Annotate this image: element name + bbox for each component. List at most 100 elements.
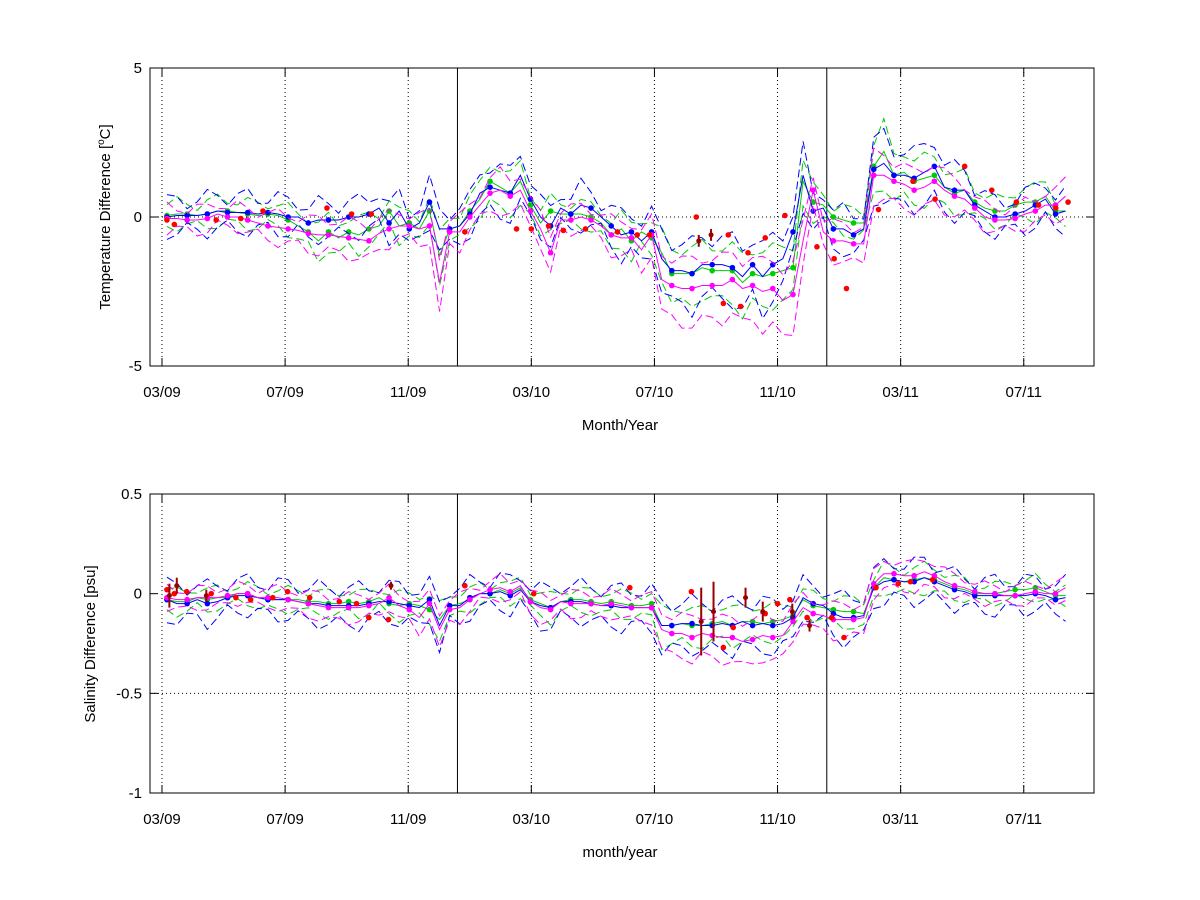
salinity-ylabel: Salinity Difference [psu] [82,565,99,722]
series-2-point-32 [487,586,493,593]
series-2-point-40 [568,217,574,223]
series-2-point-38 [547,249,554,256]
temperature-ylabel-prefix: Temperature Difference [ [97,144,114,310]
series-4-errorbar-point-3 [388,583,394,589]
ytick-label-2: 0 [134,586,142,603]
series-1-point-88 [1052,596,1059,603]
series-2-point-66 [830,238,837,244]
series-3-marker-4 [233,594,239,601]
xtick-label-5: 11/10 [759,811,795,828]
series-4-errorbar-point-0 [696,238,702,244]
series-3-marker-12 [560,227,567,234]
series-2-point-16 [325,604,332,611]
series-0-point-64 [810,199,816,205]
series-3-marker-10 [353,600,360,607]
series-0-point-76 [931,172,938,179]
series-2-point-24 [406,606,413,613]
series-0-point-32 [487,178,493,185]
series-2-point-28 [446,606,453,613]
series-2-point-80 [971,588,978,595]
series-2-point-46 [628,235,635,241]
series-2-point-36 [527,208,534,214]
series-4-errorbar-point-8 [789,609,795,615]
series-3-marker-33 [1035,202,1042,208]
series-1-point-40 [568,211,574,217]
series-3-marker-16 [688,588,695,595]
series-2-point-68 [850,616,857,623]
xtick-label-1: 07/09 [266,811,304,828]
series-3-marker-12 [385,616,392,623]
series-3-marker-6 [348,211,355,217]
series-1-point-46 [628,229,635,235]
series-2-point-28 [446,229,453,235]
series-3-marker-7 [284,588,291,595]
series-2-point-78 [951,582,958,589]
xtick-label-2: 11/09 [390,811,426,828]
series-1-point-10 [265,209,271,216]
series-2-point-14 [305,230,312,237]
series-2-point-56 [729,276,736,283]
ytick-label-1: 0 [134,209,142,226]
temperature-panel: -5 0 5 03/09 07/09 11/09 03/10 07/10 11/10 03/11 0… [96,60,1095,434]
series-3-marker-6 [269,594,276,601]
series-3-marker-24 [841,634,847,641]
series-3-marker-26 [843,285,850,292]
series-2-point-86 [1032,588,1039,595]
series-2-point-88 [1052,590,1059,597]
series-2-envelope-upper [166,147,1066,276]
series-3-marker-25 [831,255,837,262]
xtick-label-6: 03/11 [882,384,918,401]
series-3-marker-1 [171,221,178,228]
series-1-point-80 [971,592,978,599]
series-1-point-44 [608,223,615,229]
series-2-point-6 [224,592,231,599]
series-3-marker-8 [306,594,313,601]
ytick-label-0: -5 [129,358,142,375]
series-2-point-54 [709,282,715,289]
xtick-label-4: 07/10 [636,384,674,401]
series-2-point-40 [568,600,574,607]
series-1-point-78 [951,187,958,193]
series-2-point-60 [769,634,776,641]
xtick-label-4: 07/10 [636,811,674,828]
series-2-point-86 [1032,208,1039,214]
series-1-point-4 [204,600,211,607]
series-2-point-62 [790,291,796,298]
series-3-marker-13 [462,582,468,589]
series-2-point-18 [345,235,352,241]
series-4-errorbar-point-1 [174,583,180,589]
series-3-marker-15 [634,232,640,238]
series-2-point-42 [588,600,594,607]
series-2-point-38 [547,606,554,613]
series-2-point-48 [648,604,655,611]
series-1-point-32 [487,184,493,190]
series-0-point-48 [648,600,655,607]
series-4-errorbar-point-4 [698,619,704,625]
series-1-point-34 [507,592,514,599]
series-0-point-38 [547,208,554,214]
series-2-point-34 [507,193,514,199]
series-1-point-2 [184,600,190,607]
salinity-xlabel: month/year [582,844,657,861]
series-2-point-84 [1012,215,1018,222]
series-3-marker-15 [627,584,633,591]
series-0-point-20 [366,226,372,232]
series-2-point-64 [810,610,816,617]
series-1-envelope-lower [166,189,1066,320]
series-1-point-2 [184,212,190,219]
series-3-marker-17 [693,214,700,220]
series-3-marker-22 [804,614,810,621]
temperature-series [164,116,1071,337]
series-2-point-24 [406,223,413,229]
series-2-point-30 [467,214,473,220]
series-3-marker-14 [530,590,537,597]
series-3-marker-8 [462,229,468,235]
salinity-series [164,556,1066,666]
series-3-marker-21 [745,249,751,256]
series-3-marker-0 [164,586,170,593]
series-1-point-36 [527,196,534,202]
series-2-point-62 [790,618,796,625]
series-2-point-44 [608,600,615,607]
series-3-marker-24 [814,244,820,250]
